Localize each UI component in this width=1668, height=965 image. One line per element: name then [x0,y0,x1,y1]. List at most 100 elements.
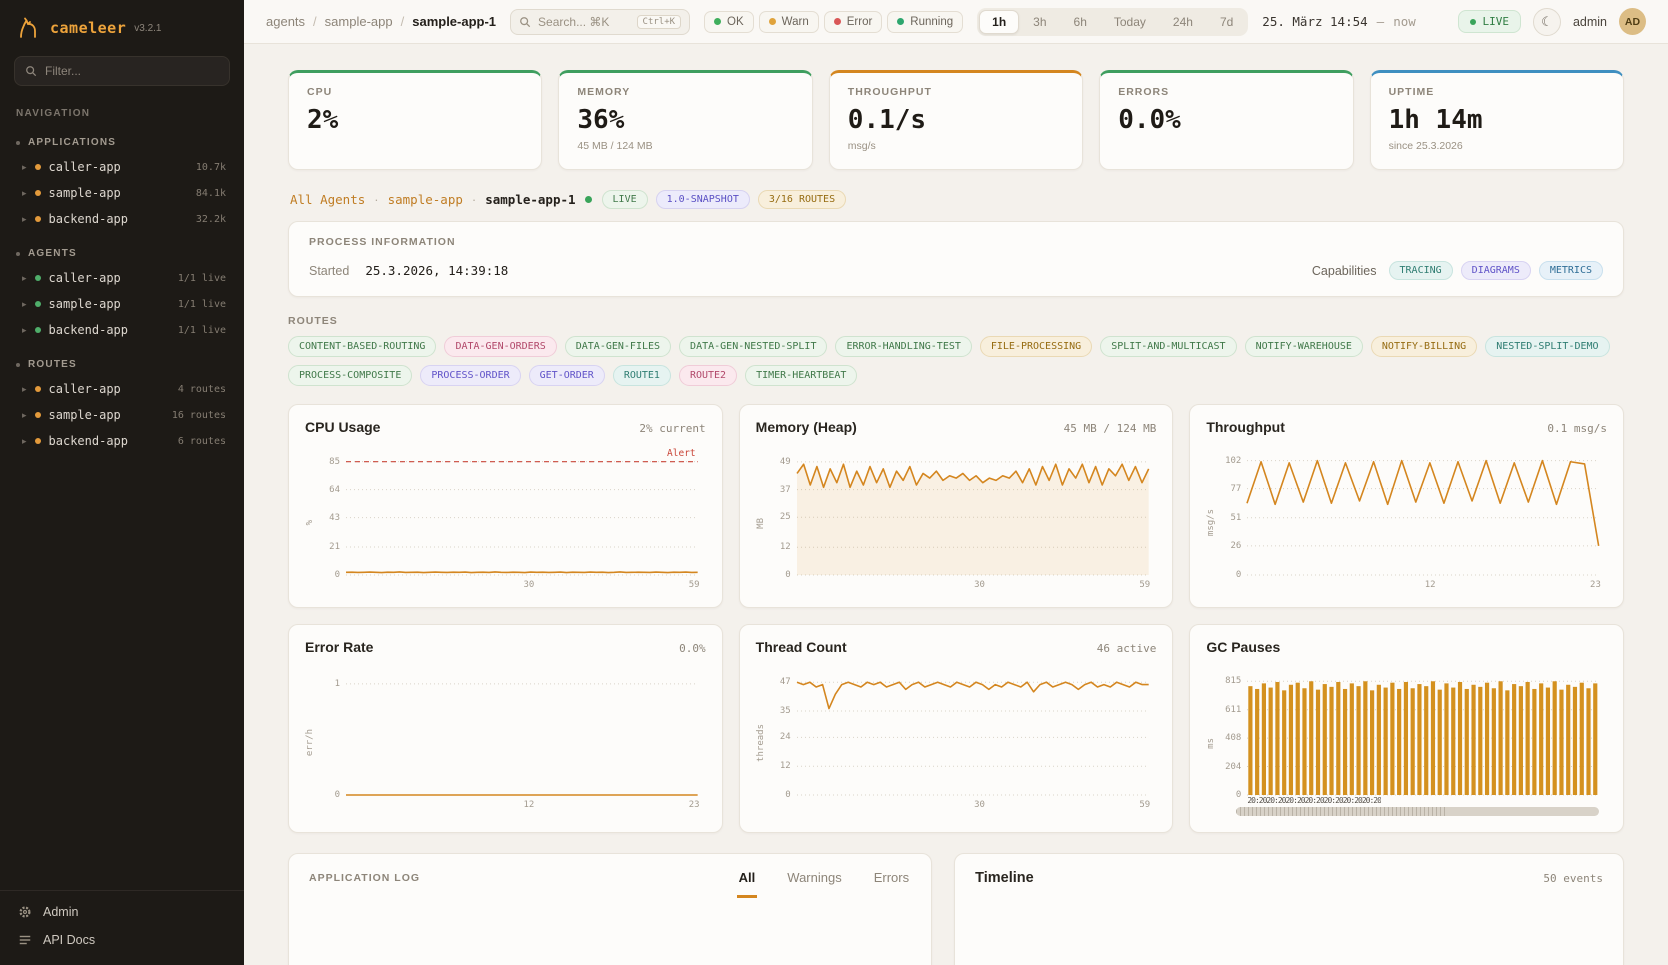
sidebar-item-label: sample-app [49,408,121,422]
routes-section: ROUTES CONTENT-BASED-ROUTINGDATA-GEN-ORD… [288,315,1624,386]
chevron-right-icon: ▸ [22,188,27,199]
route-tag-split-and-multicast[interactable]: SPLIT-AND-MULTICAST [1100,336,1236,357]
sidebar-item-badge: 10.7k [196,162,226,173]
datetime-value: 25. März 14:54 [1262,14,1367,29]
range-button-3h[interactable]: 3h [1020,10,1059,34]
y-tick-label: 0 [785,570,790,580]
subnav-separator: · [472,192,476,207]
sidebar-item-badge: 1/1 live [178,273,226,284]
search-placeholder: Search... ⌘K [538,15,629,29]
sidebar-item-agents-caller-app[interactable]: ▸caller-app1/1 live [8,265,236,291]
sidebar-item-label: caller-app [49,271,121,285]
app-logo[interactable]: cameleer v3.2.1 [0,14,244,54]
sidebar-item-agents-sample-app[interactable]: ▸sample-app1/1 live [8,291,236,317]
gc-brush-scrollbar[interactable] [1236,807,1599,816]
capabilities: Capabilities TRACINGDIAGRAMSMETRICS [1312,261,1603,280]
stat-subtext: msg/s [848,140,1064,152]
sidebar-item-applications-sample-app[interactable]: ▸sample-app84.1k [8,180,236,206]
y-tick-label: 49 [780,457,791,467]
subnav-crumb-sample-app[interactable]: sample-app [388,192,463,207]
stat-subtext: since 25.3.2026 [1389,140,1605,152]
legend-warn[interactable]: Warn [759,11,819,33]
range-button-6h[interactable]: 6h [1061,10,1100,34]
legend-ok[interactable]: OK [704,11,754,33]
route-tag-data-gen-orders[interactable]: DATA-GEN-ORDERS [444,336,556,357]
sidebar-item-routes-caller-app[interactable]: ▸caller-app4 routes [8,376,236,402]
route-tag-file-processing[interactable]: FILE-PROCESSING [980,336,1092,357]
capability-badge-tracing: TRACING [1389,261,1453,280]
log-tab-all[interactable]: All [737,870,758,898]
sidebar-filter[interactable] [14,56,230,86]
legend-label: Error [847,16,873,28]
instance-breadcrumb: All Agents·sample-app·sample-app-1 [290,192,592,207]
route-tag-content-based-routing[interactable]: CONTENT-BASED-ROUTING [288,336,436,357]
subnav-crumb-all-agents[interactable]: All Agents [290,192,365,207]
sidebar-item-admin[interactable]: Admin [18,905,226,919]
chart-current-value: 0.0% [679,642,706,655]
chart-y-axis-label: ms [1206,738,1216,749]
chart-title: Error Rate [305,639,373,655]
range-button-24h[interactable]: 24h [1160,10,1206,34]
sidebar-item-routes-sample-app[interactable]: ▸sample-app16 routes [8,402,236,428]
chevron-right-icon: ▸ [22,162,27,173]
timeline-card: Timeline 50 events [954,853,1624,965]
y-tick-label: 26 [1230,541,1241,551]
sidebar-item-api-docs[interactable]: API Docs [18,933,226,947]
y-tick-label: 64 [329,485,340,495]
log-tab-errors[interactable]: Errors [872,870,911,898]
route-tag-error-handling-test[interactable]: ERROR-HANDLING-TEST [835,336,971,357]
route-tag-process-composite[interactable]: PROCESS-COMPOSITE [288,365,412,386]
breadcrumb-item-agents[interactable]: agents [266,14,305,29]
badge-1-0-snapshot: 1.0-SNAPSHOT [656,190,750,209]
datetime-display[interactable]: 25. März 14:54 — now [1262,14,1415,29]
route-tag-nested-split-demo[interactable]: NESTED-SPLIT-DEMO [1485,336,1609,357]
y-tick-label: 408 [1225,733,1241,743]
range-button-1h[interactable]: 1h [979,10,1019,34]
route-tag-notify-warehouse[interactable]: NOTIFY-WAREHOUSE [1245,336,1363,357]
chart-plot-area[interactable]: 020440861181520:2020:2020:2020:2020:2020… [1247,675,1599,795]
chart-title: Memory (Heap) [756,419,857,435]
route-tag-process-order[interactable]: PROCESS-ORDER [420,365,520,386]
live-badge[interactable]: LIVE [1458,10,1521,33]
route-tag-get-order[interactable]: GET-ORDER [529,365,605,386]
route-tag-data-gen-files[interactable]: DATA-GEN-FILES [565,336,671,357]
sidebar-footer-label: API Docs [43,933,95,947]
route-tag-data-gen-nested-split[interactable]: DATA-GEN-NESTED-SPLIT [679,336,827,357]
capability-badge-metrics: METRICS [1539,261,1603,280]
avatar[interactable]: AD [1619,8,1646,35]
sidebar-item-routes-backend-app[interactable]: ▸backend-app6 routes [8,428,236,454]
app-root: cameleer v3.2.1 NAVIGATION APPLICATIONS▸… [0,0,1668,965]
sidebar-item-applications-backend-app[interactable]: ▸backend-app32.2k [8,206,236,232]
stat-value: 36% [577,105,793,135]
subnav-separator: · [374,192,378,207]
chart-plot-area[interactable]: 0122435473059 [797,675,1149,795]
x-tick-label: 59 [689,580,700,590]
route-tag-route2[interactable]: ROUTE2 [679,365,737,386]
route-tag-route1[interactable]: ROUTE1 [613,365,671,386]
search-icon [25,65,37,77]
chart-plot-area[interactable]: 011223 [346,675,698,795]
legend-error[interactable]: Error [824,11,883,33]
route-tag-notify-billing[interactable]: NOTIFY-BILLING [1371,336,1477,357]
x-tick-label: 23 [1590,580,1601,590]
range-button-today[interactable]: Today [1101,10,1159,34]
legend-running[interactable]: Running [887,11,963,33]
global-search[interactable]: Search... ⌘K Ctrl+K [510,9,690,35]
sidebar-item-agents-backend-app[interactable]: ▸backend-app1/1 live [8,317,236,343]
sidebar-section-applications: APPLICATIONS [8,133,236,154]
chart-plot-area[interactable]: 02651771021223 [1247,455,1599,575]
breadcrumb-item-sample-app[interactable]: sample-app [325,14,393,29]
log-tab-warnings[interactable]: Warnings [785,870,843,898]
y-tick-label: 102 [1225,456,1241,466]
theme-toggle-button[interactable]: ☾ [1533,8,1561,36]
filter-input[interactable] [45,64,219,78]
y-tick-label: 12 [780,542,791,552]
chart-plot-area[interactable]: 0122537493059 [797,455,1149,575]
chevron-right-icon: ▸ [22,436,27,447]
chart-current-value: 2% current [639,422,705,435]
sidebar-item-applications-caller-app[interactable]: ▸caller-app10.7k [8,154,236,180]
range-button-7d[interactable]: 7d [1207,10,1246,34]
route-tag-timer-heartbeat[interactable]: TIMER-HEARTBEAT [745,365,857,386]
chart-plot-area[interactable]: 021436485Alert3059 [346,455,698,575]
legend-label: Running [910,16,953,28]
